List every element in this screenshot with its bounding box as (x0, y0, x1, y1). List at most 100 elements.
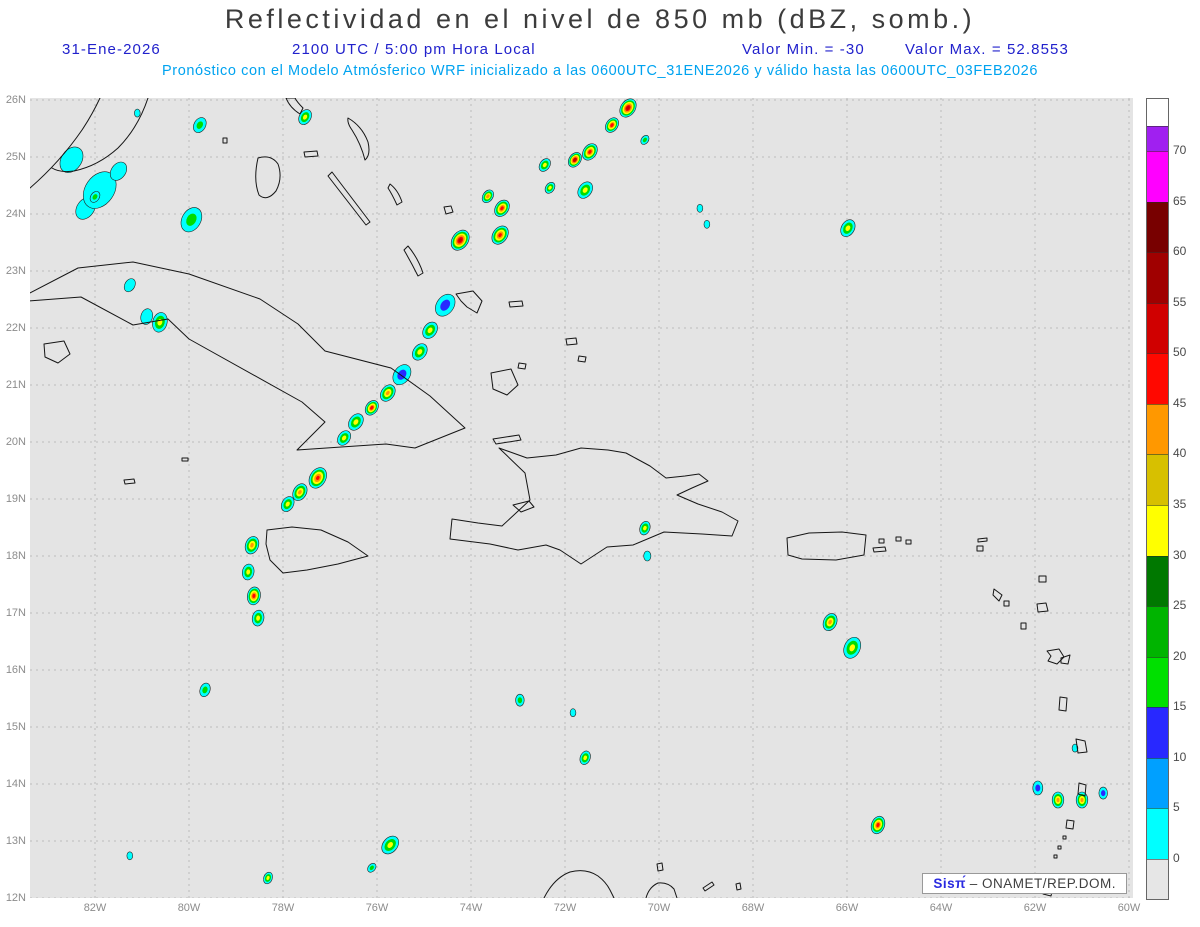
lat-tick-label: 22N (5, 321, 26, 334)
cell-ring (517, 697, 523, 704)
reflectivity-cell (89, 191, 101, 203)
reflectivity-cell (422, 321, 438, 339)
colorbar-segment (1147, 201, 1168, 253)
cell-ring (643, 525, 647, 531)
colorbar-segment (1147, 504, 1168, 556)
lon-tick-label: 80W (177, 902, 201, 914)
lat-tick-label: 18N (5, 549, 26, 562)
reflectivity-cell (364, 400, 379, 416)
cell-ring (583, 755, 587, 761)
cell-ring (643, 550, 652, 562)
cell-ring (458, 238, 462, 243)
cell-ring (828, 619, 832, 625)
reflectivity-cell (126, 851, 134, 861)
lon-tick-label: 76W (365, 902, 389, 914)
value-max-label: Valor Max. = 52.8553 (905, 41, 1069, 58)
cell-ring (573, 157, 577, 162)
reflectivity-cell (308, 467, 327, 489)
cell-ring (498, 233, 502, 238)
reflectivity-cell (840, 219, 856, 237)
reflectivity-cell (381, 835, 399, 855)
colorbar-tick-label: 10 (1173, 749, 1187, 764)
cell-ring (1071, 743, 1079, 753)
colorbar-tick-label: 70 (1173, 143, 1187, 157)
reflectivity-cell (242, 563, 255, 581)
lon-tick-label: 60W (1117, 902, 1141, 914)
colorbar-tick-label: 35 (1173, 497, 1187, 511)
lon-tick-label: 68W (741, 902, 765, 914)
credit-box: Sisπ́ – ONAMET/REP.DOM. (922, 873, 1127, 894)
cell-ring (202, 686, 208, 694)
cell-ring (588, 149, 592, 154)
colorbar-segment (1147, 126, 1168, 151)
cell-ring (569, 708, 577, 718)
reflectivity-cell (515, 693, 525, 707)
cell-ring (246, 569, 251, 575)
cell-ring (642, 137, 647, 143)
reflectivity-cell (193, 117, 207, 133)
colorbar-segment (1147, 656, 1168, 708)
reflectivity-cell (544, 182, 556, 194)
reflectivity-cell (251, 609, 265, 627)
colorbar-tick-label: 5 (1173, 800, 1180, 815)
lat-tick-label: 20N (5, 435, 26, 448)
colorbar-tick-label: 50 (1173, 345, 1187, 360)
cell-ring (548, 185, 552, 190)
cell-ring (387, 842, 394, 848)
cell-ring (266, 875, 270, 881)
reflectivity-cell (619, 98, 637, 118)
cell-ring (1101, 790, 1106, 797)
reflectivity-cell (870, 815, 886, 835)
reflectivity-cell (582, 143, 598, 161)
reflectivity-cell (703, 220, 711, 229)
colorbar-segment (1147, 808, 1168, 859)
lat-tick-label: 15N (5, 720, 26, 733)
cell-ring (92, 194, 98, 200)
cell-ring (123, 278, 136, 293)
reflectivity-cell (579, 750, 591, 765)
cell-ring (703, 220, 711, 229)
cell-ring (849, 644, 856, 652)
lon-tick-label: 66W (835, 902, 859, 914)
colorbar-segment (1147, 454, 1168, 505)
forecast-time: 2100 UTC / 5:00 pm Hora Local (292, 41, 536, 58)
reflectivity-cell (412, 343, 428, 361)
cell-ring (1080, 797, 1084, 803)
reflectivity-cell (822, 613, 838, 632)
credit-text: – ONAMET/REP.DOM. (969, 876, 1116, 891)
reflectivity-cell (1071, 743, 1079, 753)
reflectivity-cell (577, 181, 593, 199)
lat-tick-label: 21N (5, 378, 26, 391)
lon-tick-label: 64W (929, 902, 953, 914)
colorbar-tick-label: 0 (1173, 851, 1180, 865)
cell-ring (542, 162, 547, 168)
cell-ring (582, 187, 588, 193)
reflectivity-cell (280, 496, 295, 512)
colorbar (1146, 98, 1169, 900)
colorbar-segment (1147, 707, 1168, 758)
cell-ring (417, 349, 423, 355)
reflectivity-cell (843, 636, 862, 659)
reflectivity-cell (494, 199, 510, 217)
cell-ring (134, 108, 141, 118)
reflectivity-cell (538, 158, 551, 172)
grid-lines (30, 98, 1133, 898)
colorbar-tick-label: 60 (1173, 244, 1187, 259)
reflectivity-cells (59, 98, 1108, 885)
colorbar-tick-label: 25 (1173, 598, 1187, 613)
lon-tick-label: 62W (1023, 902, 1047, 914)
reflectivity-cell (450, 229, 470, 251)
cell-ring (486, 194, 490, 199)
colorbar-segment (1147, 151, 1168, 202)
lat-tick-label: 25N (5, 150, 26, 163)
cell-ring (610, 123, 614, 128)
lat-tick-label: 16N (5, 663, 26, 676)
reflectivity-cell (1051, 791, 1065, 809)
cell-ring (256, 615, 261, 621)
reflectivity-cell (244, 536, 260, 555)
colorbar-tick-label: 20 (1173, 648, 1187, 663)
colorbar-segment (1147, 606, 1168, 657)
model-info-line: Pronóstico con el Modelo Atmósferico WRF… (162, 63, 1038, 79)
lon-tick-label: 78W (271, 902, 295, 914)
cell-ring (302, 114, 308, 120)
